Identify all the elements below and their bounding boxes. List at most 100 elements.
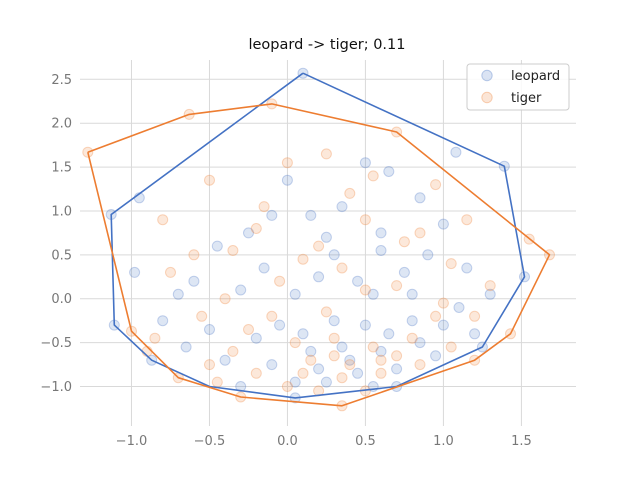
leopard-point: [336, 201, 348, 213]
leopard-point: [391, 363, 403, 375]
tiger-point: [414, 227, 426, 239]
tiger-point: [328, 350, 340, 362]
tiger-point: [375, 367, 387, 379]
tiger-point: [375, 354, 387, 366]
leopard-point: [219, 354, 231, 366]
leopard-point: [235, 381, 247, 392]
hull-outlines: [87, 72, 551, 407]
leopard-point: [188, 275, 200, 287]
leopard-point: [414, 337, 426, 349]
tiger-point: [281, 381, 293, 392]
tiger-point: [320, 148, 332, 160]
leopard-point: [336, 341, 348, 353]
chart-title: leopard -> tiger; 0.11: [248, 37, 405, 53]
leopard-point: [204, 324, 215, 335]
leopard-point: [422, 249, 434, 261]
tiger-point: [211, 376, 223, 388]
y-tick-label: 2.0: [51, 117, 72, 132]
leopard-hull-outline: [110, 72, 526, 399]
leopard-point: [453, 302, 465, 313]
y-tick-label: −0.5: [40, 336, 72, 351]
y-tick-label: 0.0: [51, 292, 72, 307]
leopard-point: [297, 328, 309, 340]
leopard-point: [352, 367, 364, 379]
tiger-point: [367, 341, 379, 353]
tiger-point: [359, 284, 371, 296]
leopard-point: [172, 288, 184, 300]
leopard-point: [180, 341, 192, 353]
legend-marker-leopard: [481, 69, 493, 82]
leopard-point: [430, 350, 442, 362]
y-tick-label: 0.5: [51, 248, 72, 263]
tiger-point: [305, 354, 317, 366]
legend-label-tiger: tiger: [511, 91, 542, 106]
x-tick-label: 1.0: [433, 434, 454, 449]
leopard-point: [289, 376, 301, 388]
legend: leopard tiger: [466, 63, 570, 111]
leopard-point: [383, 328, 395, 340]
tiger-point: [328, 332, 340, 344]
leopard-point: [469, 328, 481, 340]
grid-lines: [80, 60, 576, 426]
tiger-point: [430, 310, 442, 322]
tiger-point: [313, 240, 325, 252]
leopard-point: [367, 288, 379, 300]
leopard-point: [375, 227, 387, 239]
leopard-point: [243, 227, 254, 239]
tiger-point: [149, 332, 161, 344]
tiger-point: [165, 266, 176, 278]
leopard-point: [266, 209, 278, 221]
tiger-point: [430, 179, 442, 191]
tiger-point: [157, 214, 169, 226]
y-tick-label: 2.5: [51, 73, 72, 88]
leopard-point: [414, 192, 426, 204]
y-tick-label: −1.0: [40, 380, 72, 395]
tiger-point: [243, 324, 254, 335]
leopard-point: [328, 315, 340, 327]
leopard-point: [375, 245, 387, 256]
leopard-point: [305, 345, 317, 357]
leopard-point: [328, 249, 340, 261]
tiger-point: [359, 214, 371, 226]
tiger-point: [445, 258, 457, 270]
leopard-point: [450, 146, 462, 158]
tiger-point: [320, 306, 332, 318]
tiger-point: [391, 350, 403, 362]
leopard-point: [313, 363, 325, 375]
x-tick-label: −0.5: [194, 434, 226, 449]
leopard-point: [344, 354, 356, 366]
leopard-point: [484, 288, 496, 300]
tiger-point: [297, 367, 309, 379]
leopard-point: [250, 332, 262, 344]
tiger-point: [398, 236, 410, 248]
leopard-point: [305, 209, 317, 221]
leopard-point: [461, 262, 473, 274]
tiger-point: [227, 345, 239, 357]
leopard-point: [157, 315, 169, 327]
tiger-point: [227, 245, 239, 256]
leopard-point: [320, 231, 332, 243]
leopard-point: [258, 262, 270, 274]
tiger-point: [469, 310, 481, 322]
tiger-point: [367, 170, 379, 182]
y-tick-label: 1.5: [51, 161, 72, 176]
tiger-point: [344, 187, 356, 199]
tiger-point: [344, 359, 356, 371]
tiger-point: [281, 157, 293, 169]
leopard-point: [129, 266, 141, 278]
leopard-point: [398, 266, 410, 278]
tiger-point: [406, 332, 418, 344]
tiger-point: [484, 280, 496, 292]
tiger-point: [250, 223, 262, 234]
tiger-point: [437, 297, 449, 309]
tiger-point: [196, 310, 208, 322]
x-tick-label: 1.5: [511, 434, 532, 449]
tiger-hull-outline: [87, 103, 551, 407]
y-tick-label: 1.0: [51, 204, 72, 219]
legend-frame: [466, 63, 570, 111]
tiger-point: [274, 275, 286, 287]
legend-label-leopard: leopard: [511, 69, 560, 84]
scatter-points: [82, 67, 555, 412]
leopard-point: [320, 376, 332, 388]
